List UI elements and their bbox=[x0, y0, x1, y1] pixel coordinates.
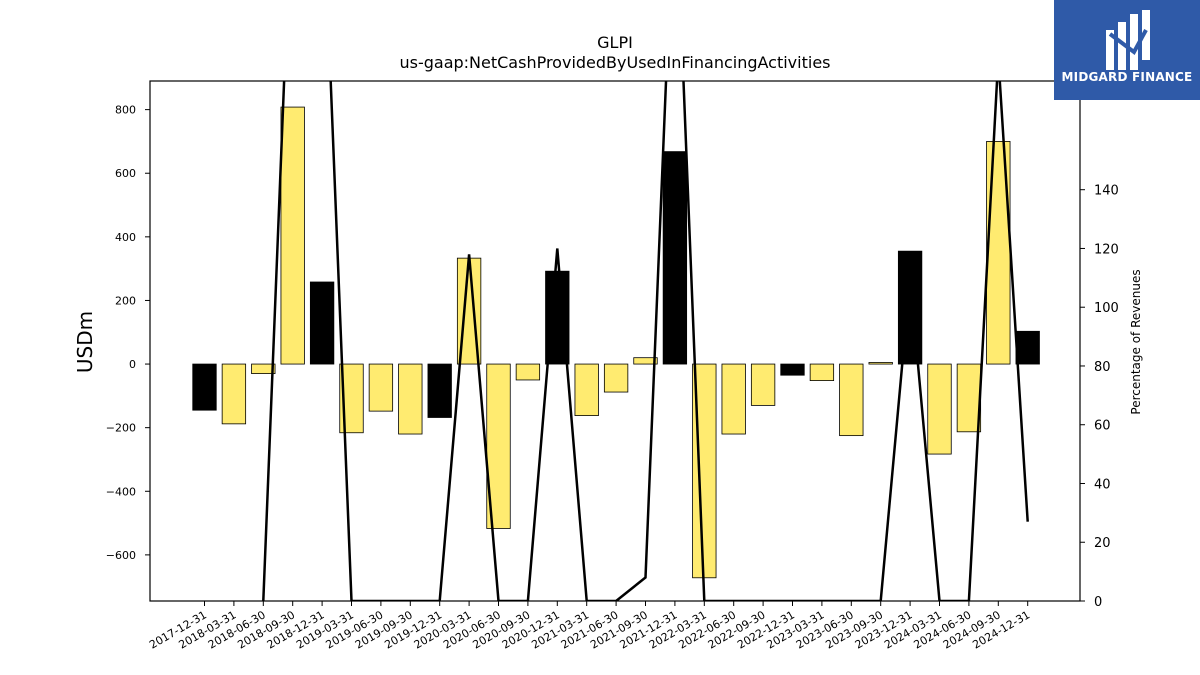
bar bbox=[280, 106, 305, 365]
bar bbox=[839, 363, 864, 437]
y2-tick-label: 120 bbox=[1094, 242, 1119, 257]
y-tick-label: −200 bbox=[106, 422, 136, 435]
bar bbox=[368, 363, 394, 412]
bar bbox=[780, 363, 805, 376]
y-tick-label: 200 bbox=[115, 294, 136, 307]
bar bbox=[809, 363, 835, 381]
bar bbox=[398, 363, 423, 435]
bar bbox=[192, 363, 217, 411]
series-line bbox=[262, 81, 1029, 601]
bar bbox=[956, 363, 982, 433]
y2-tick-label: 80 bbox=[1094, 360, 1111, 375]
bar bbox=[633, 357, 658, 365]
bar bbox=[221, 363, 247, 425]
bar bbox=[309, 281, 335, 365]
bar bbox=[927, 363, 952, 455]
bar bbox=[721, 363, 746, 435]
bar bbox=[251, 363, 276, 374]
bar bbox=[427, 363, 452, 418]
bar bbox=[486, 363, 511, 529]
plot-area: −600 −400 −200 0 200 400 600 800 0 20 40 60 80 100 120… bbox=[106, 80, 1119, 652]
logo-mark-icon bbox=[1106, 10, 1150, 70]
y-tick-label: 600 bbox=[115, 167, 136, 180]
bar bbox=[868, 362, 893, 365]
bar bbox=[897, 250, 923, 365]
logo-text: MIDGARD FINANCE bbox=[1061, 70, 1193, 84]
chart-subtitle: us-gaap:NetCashProvidedByUsedInFinancing… bbox=[399, 53, 830, 72]
bar bbox=[603, 363, 629, 393]
y2-tick-label: 100 bbox=[1094, 301, 1119, 316]
y-tick-label: 800 bbox=[115, 104, 136, 117]
bar bbox=[1015, 330, 1040, 365]
y2-tick-label: 20 bbox=[1094, 536, 1111, 551]
y-tick-label: −400 bbox=[106, 485, 136, 498]
y-tick-label: 0 bbox=[129, 358, 136, 371]
plot-frame bbox=[149, 80, 1081, 602]
y2-tick-label: 0 bbox=[1094, 595, 1102, 610]
y2-tick-label: 140 bbox=[1094, 184, 1119, 199]
y-tick-label: −600 bbox=[106, 549, 136, 562]
bar bbox=[662, 151, 688, 365]
brand-logo: MIDGARD FINANCE bbox=[1054, 0, 1200, 100]
bar bbox=[574, 363, 599, 416]
bar bbox=[339, 363, 364, 434]
bar bbox=[545, 270, 570, 365]
y2-tick-label: 40 bbox=[1094, 477, 1111, 492]
y-tick-label: 400 bbox=[115, 231, 136, 244]
y-axis-label: USDm bbox=[73, 311, 97, 373]
chart-title: GLPI bbox=[597, 33, 633, 52]
y2-tick-label: 60 bbox=[1094, 419, 1111, 434]
y2-axis-label: Percentage of Revenues bbox=[1129, 269, 1143, 414]
bar bbox=[750, 363, 776, 406]
bar bbox=[515, 363, 541, 381]
